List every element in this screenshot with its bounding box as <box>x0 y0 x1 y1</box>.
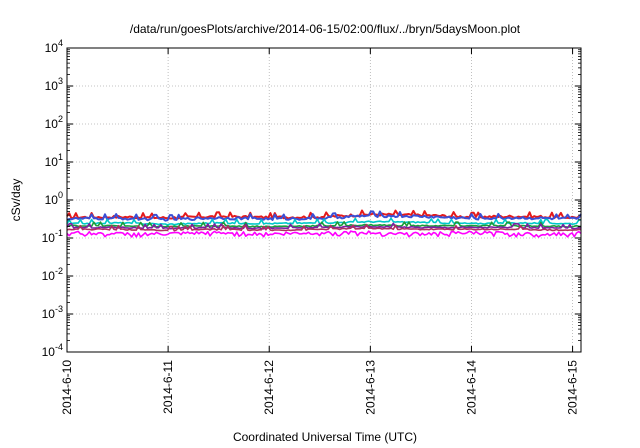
plot-frame <box>66 47 582 353</box>
x-axis-label: Coordinated Universal Time (UTC) <box>233 430 417 444</box>
y-tick-label: 10-2 <box>42 266 63 283</box>
x-tick-label: 2014-6-14 <box>464 360 478 415</box>
x-tick-labels: 2014-6-10 2014-6-11 2014-6-12 2014-6-13 2014… <box>60 360 580 415</box>
grid <box>66 47 581 353</box>
x-tick-label: 2014-6-11 <box>161 360 175 414</box>
series-group <box>66 209 582 238</box>
y-tick-label: 103 <box>45 76 63 93</box>
series-line <box>66 217 581 226</box>
y-tick-label: 100 <box>45 190 63 207</box>
y-axis-label: cSv/day <box>9 179 23 222</box>
y-tick-label: 10-1 <box>42 228 63 245</box>
y-tick-label: 102 <box>45 114 63 131</box>
x-tick-label: 2014-6-15 <box>566 360 580 415</box>
x-tick-label: 2014-6-12 <box>262 360 276 415</box>
y-tick-labels: 10-4 10-3 10-2 10-1 100 101 102 103 104 <box>42 38 63 359</box>
series-line <box>66 230 582 238</box>
ticks <box>66 47 581 353</box>
y-tick-label: 10-3 <box>42 304 63 321</box>
series-line <box>66 209 582 220</box>
series-line <box>66 222 582 230</box>
x-tick-label: 2014-6-10 <box>60 360 74 415</box>
y-tick-label: 10-4 <box>42 342 63 359</box>
y-tick-label: 101 <box>45 152 63 169</box>
chart-title: /data/run/goesPlots/archive/2014-06-15/0… <box>130 22 521 36</box>
series-line <box>66 223 582 232</box>
x-tick-label: 2014-6-13 <box>363 360 377 415</box>
y-tick-label: 104 <box>45 38 63 55</box>
